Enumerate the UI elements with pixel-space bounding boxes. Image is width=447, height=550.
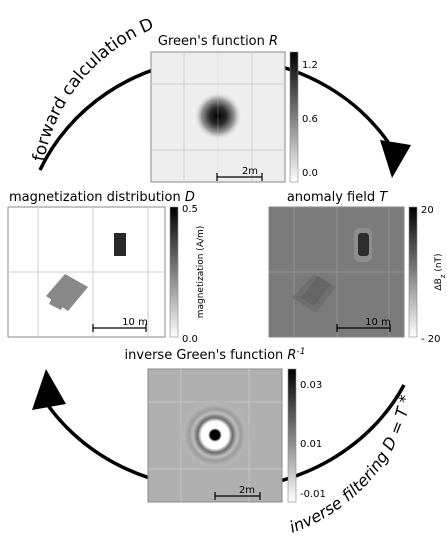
anomaly-tilted-core <box>301 276 331 306</box>
colorbar-tick: 0.03 <box>300 380 322 391</box>
colorbar-tick: 20 <box>421 205 434 216</box>
inverse-greens-core <box>210 430 220 440</box>
greens-function-panel: Green's function R 2m 1.2 0.6 0.0 <box>150 34 318 183</box>
forward-calculation-label: forward calculation D * R = T <box>0 0 157 163</box>
scale-bar-label: 10 m <box>365 317 391 328</box>
magnetization-colorbar <box>169 206 179 338</box>
anomaly-vertical-body <box>358 233 369 256</box>
colorbar-tick: 0.0 <box>302 168 318 179</box>
scale-bar-label: 2m <box>242 166 258 177</box>
magnetization-title: magnetization distribution D <box>9 190 195 205</box>
inverse-greens-function-title: inverse Green's function R-1 <box>125 347 306 363</box>
colorbar-tick: 1.2 <box>302 60 318 71</box>
anomaly-colorbar <box>408 206 418 338</box>
anomaly-field-title: anomaly field T <box>287 190 388 205</box>
inverse-arrowhead-icon <box>32 369 66 410</box>
greens-function-title: Green's function R <box>158 34 278 49</box>
scale-bar-label: 10 m <box>122 317 148 328</box>
colorbar-tick: -0.01 <box>300 489 326 500</box>
colorbar-label: magnetization (A/m) <box>196 226 206 319</box>
colorbar-tick: 0.5 <box>182 204 198 215</box>
inverse-greens-function-panel: inverse Green's function R-1 2m 0.03 0.0… <box>125 347 326 503</box>
colorbar-label: ΔBz (nT) <box>434 253 447 290</box>
colorbar-tick: 0.6 <box>302 114 318 125</box>
scale-bar-label: 2m <box>239 485 255 496</box>
colorbar-tick: - 20 <box>421 334 441 345</box>
greens-colorbar <box>289 51 299 183</box>
inverse-colorbar <box>287 368 297 503</box>
anomaly-field-panel: anomaly field T 10 m 20 - 20 ΔBz (nT) <box>268 190 447 345</box>
colorbar-tick: 0.0 <box>182 334 198 345</box>
magnetization-panel: magnetization distribution D 10 m 0.5 0.… <box>7 190 206 345</box>
colorbar-tick: 0.01 <box>300 439 322 450</box>
magnetized-body-vertical <box>114 233 126 256</box>
magnetized-body-tilted-fill <box>46 274 88 311</box>
forward-arrowhead-icon <box>380 140 411 178</box>
